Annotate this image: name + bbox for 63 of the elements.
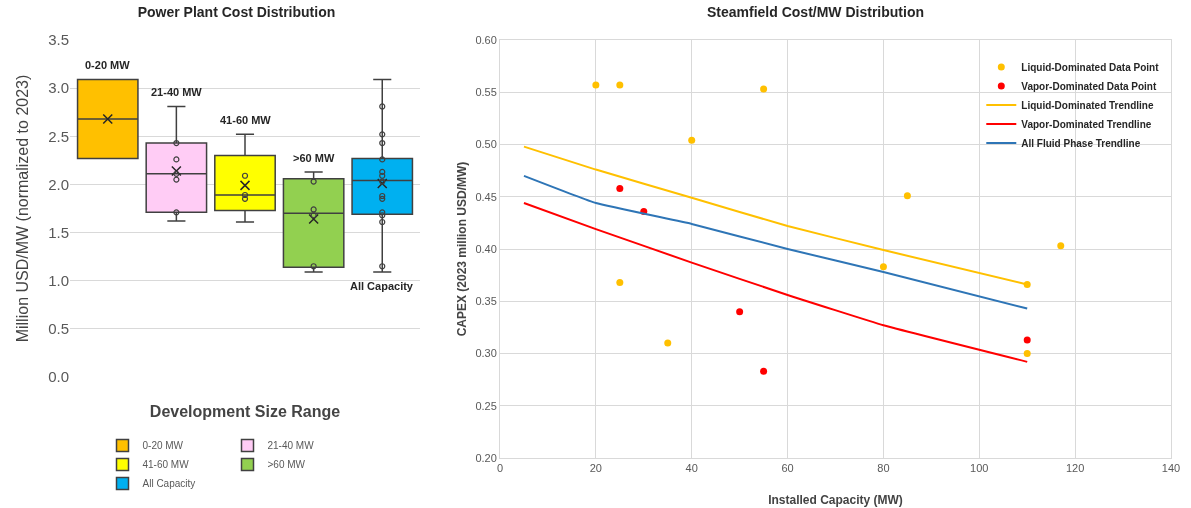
annotation: 21-40 MW [151,86,203,98]
line-series [522,174,1029,310]
point [1023,281,1031,289]
point [879,263,887,271]
legend-label: All Fluid Phase Trendline [1021,137,1141,149]
legend-label: All Capacity [142,478,196,490]
y-tick-label: 1.5 [48,223,69,241]
point [688,136,696,144]
y-tick-label: 0.5 [48,320,69,338]
y-axis-title: Million USD/MW (normalized to 2023) [14,74,31,343]
point [592,81,600,89]
x-tick-label: 120 [1065,462,1085,475]
y-tick-label: 3.5 [48,31,69,49]
x-tick-label: 100 [970,462,989,475]
point [1023,336,1031,344]
point [1057,242,1065,250]
y-tick-label: 0.55 [475,86,497,99]
y-tick-label: 0.0 [48,368,69,386]
y-tick-label: 0.35 [475,295,497,308]
y-tick-label: 0.25 [475,399,497,412]
x-tick-label: 60 [781,462,794,475]
x-tick-label: 20 [589,462,602,475]
legend-label: Liquid-Dominated Trendline [1021,99,1154,111]
annotation: 41-60 MW [220,114,272,126]
x-tick-label: 80 [877,462,890,475]
legend-label: 0-20 MW [142,440,184,452]
point [1023,350,1031,357]
chart-title: Steamfield Cost/MW Distribution [707,4,924,21]
point [903,192,911,200]
point [736,308,744,316]
y-axis-title: CAPEX (2023 million USD/MW) [455,161,469,337]
point [760,85,768,93]
legend-label: Liquid-Dominated Data Point [1021,61,1160,73]
x-axis-title: Installed Capacity (MW) [768,493,903,507]
y-tick-label: 3.0 [48,79,69,97]
legend-label: >60 MW [267,459,306,471]
legend-label: 21-40 MW [267,440,315,452]
point [616,278,624,286]
line-series [522,202,1029,363]
annotation: >60 MW [293,152,335,164]
x-tick-label: 40 [685,462,698,475]
y-tick-label: 1.0 [48,271,69,289]
annotation: 0-20 MW [85,59,131,71]
annotation: All Capacity [350,280,414,292]
y-tick-label: 0.30 [475,347,497,360]
point [664,339,672,347]
legend-label: Vapor-Dominated Data Point [1021,80,1157,92]
chart-title: Power Plant Cost Distribution [137,4,336,21]
point [760,367,768,375]
y-tick-label: 0.20 [475,451,497,464]
point [616,81,624,89]
y-tick-label: 0.50 [475,138,497,151]
x-tick-label: 140 [1161,462,1181,475]
y-tick-label: 0.40 [475,242,497,255]
y-tick-label: 2.5 [48,127,69,145]
y-tick-label: 0.45 [475,190,497,203]
legend-label: Vapor-Dominated Trendline [1021,118,1152,130]
x-axis-title: Development Size Range [149,402,341,420]
point [616,184,624,192]
x-tick-label: 0 [496,462,504,475]
legend-label: 41-60 MW [142,459,190,471]
y-tick-label: 0.60 [475,33,497,46]
y-tick-label: 2.0 [48,175,69,193]
